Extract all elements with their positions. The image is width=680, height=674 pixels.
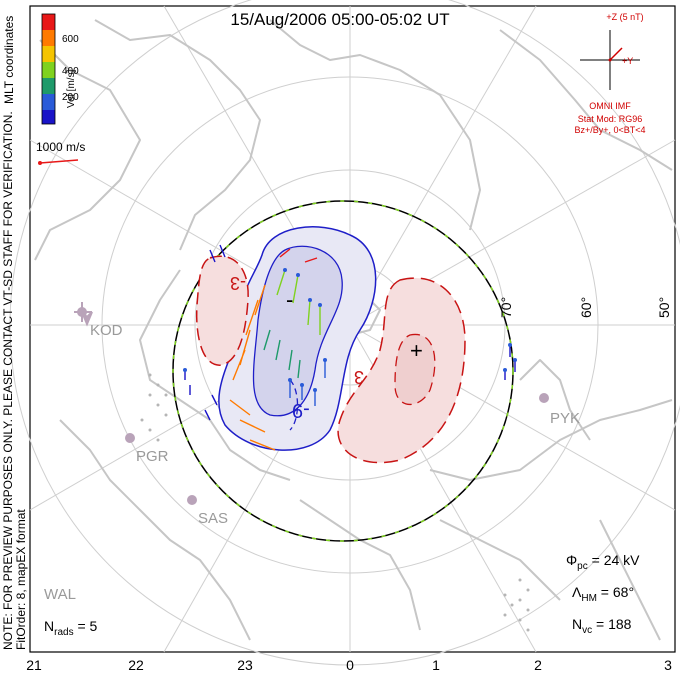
positive-cell-right-inner — [394, 333, 436, 406]
contour-label-minus9: -9 — [292, 399, 310, 421]
velocity-colorbar — [41, 13, 56, 125]
mlt-label-21: 21 — [26, 657, 42, 673]
negative-cell-core — [289, 379, 299, 431]
contour-label-plus3: 3 — [354, 367, 365, 387]
negative-cell-inner — [252, 245, 343, 417]
preview-note: NOTE: FOR PREVIEW PURPOSES ONLY. PLEASE … — [1, 10, 28, 650]
mlt-label-2: 2 — [534, 657, 542, 673]
imf-source: OMNI IMF — [589, 101, 631, 111]
lambda-hm: ΛHM = 68° — [572, 584, 635, 604]
velocity-scale-label: 1000 m/s — [36, 140, 86, 154]
mlt-label-1: 1 — [432, 657, 440, 673]
colorbar-label: Vel [m/s] — [66, 69, 77, 108]
n-rads: Nrads = 5 — [44, 618, 98, 638]
lat-label-50: 50° — [656, 296, 672, 318]
mlt-label-23: 23 — [237, 657, 253, 673]
coordinates-label: MLT coordinates — [2, 15, 16, 104]
colorbar-tick-200: 200 — [62, 92, 79, 103]
radar-sites — [74, 302, 549, 505]
vector-origins — [183, 268, 517, 392]
mlt-label-3: 3 — [664, 657, 672, 673]
imf-bz-label: +Z (5 nT) — [606, 12, 644, 22]
map-title: 15/Aug/2006 05:00-05:02 UT — [230, 10, 450, 29]
imf-by-label: +Y — [622, 56, 634, 66]
fit-order-line: FitOrder: 8, mapEX format — [14, 509, 28, 650]
velocity-vectors — [184, 244, 516, 451]
velocity-scale-vector — [38, 159, 79, 165]
positive-cell-left — [195, 255, 249, 366]
lat-label-60: 60° — [578, 296, 594, 318]
plot-frame — [29, 5, 676, 653]
n-rads-value: 5 — [89, 618, 98, 634]
radar-coverage-dots — [140, 373, 530, 632]
negative-cell-label: - — [286, 287, 294, 312]
imf-dial — [580, 30, 640, 90]
radar-label-kod: KOD — [90, 322, 123, 339]
mlt-label-22: 22 — [128, 657, 144, 673]
colorbar-tick-400: 400 — [62, 66, 79, 77]
radar-label-wal: WAL — [44, 586, 76, 603]
positive-cell-label: + — [410, 338, 423, 363]
phi-pc-value: 24 kV — [603, 552, 640, 568]
colorbar-tick-600: 600 — [62, 34, 79, 45]
radar-label-sas: SAS — [198, 510, 229, 527]
lambda-hm-value: 68° — [612, 584, 635, 600]
contour-label-minus3: -3 — [230, 273, 247, 293]
imf-condition: Bz+/By+, 0<BT<4 — [574, 125, 646, 135]
stat-model: Stat Mod: RG96 — [577, 114, 643, 124]
coastlines — [34, 19, 673, 641]
radar-label-pyk: PYK — [550, 410, 581, 427]
radar-label-pgr: PGR — [136, 448, 169, 465]
n-vc-value: 188 — [608, 616, 632, 632]
phi-pc: Φpc = 24 kV — [566, 552, 640, 572]
hm-boundary-dashes — [172, 200, 514, 542]
n-vc: Nvc = 188 — [572, 616, 632, 636]
mlt-label-0: 0 — [346, 657, 354, 673]
lat-label-70: 70° — [498, 296, 514, 318]
